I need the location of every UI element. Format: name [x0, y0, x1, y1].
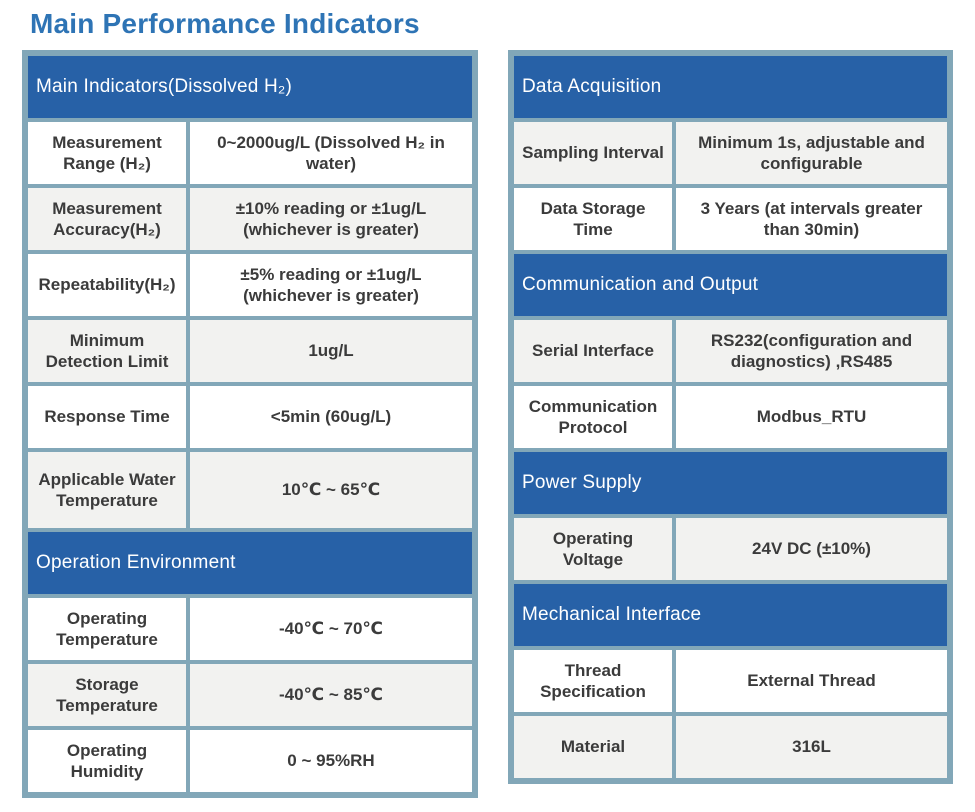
spec-label: Operating Voltage [514, 518, 672, 580]
spec-label: Measurement Accuracy(H₂) [28, 188, 186, 250]
spec-value: 10℃ ~ 65℃ [190, 452, 472, 528]
spec-label: Minimum Detection Limit [28, 320, 186, 382]
spec-value: 0~2000ug/L (Dissolved H₂ in water) [190, 122, 472, 184]
spec-value: 316L [676, 716, 947, 778]
spec-label: Serial Interface [514, 320, 672, 382]
spec-value: Minimum 1s, adjustable and configurable [676, 122, 947, 184]
spec-label: Material [514, 716, 672, 778]
row-operating-voltage: Operating Voltage 24V DC (±10%) [514, 518, 947, 580]
spec-label: Measurement Range (H₂) [28, 122, 186, 184]
spec-label: Thread Specification [514, 650, 672, 712]
spec-value: <5min (60ug/L) [190, 386, 472, 448]
row-operating-temperature: Operating Temperature -40℃ ~ 70℃ [28, 598, 472, 660]
spec-label: Sampling Interval [514, 122, 672, 184]
spec-tables-container: Main Indicators(Dissolved H₂) Measuremen… [22, 50, 975, 798]
page-title: Main Performance Indicators [30, 8, 420, 39]
row-data-storage-time: Data Storage Time 3 Years (at intervals … [514, 188, 947, 250]
spec-value: -40℃ ~ 70℃ [190, 598, 472, 660]
row-measurement-accuracy: Measurement Accuracy(H₂) ±10% reading or… [28, 188, 472, 250]
section-header-mechanical-interface: Mechanical Interface [514, 584, 947, 646]
spec-label: Operating Temperature [28, 598, 186, 660]
row-thread-specification: Thread Specification External Thread [514, 650, 947, 712]
spec-value: 0 ~ 95%RH [190, 730, 472, 792]
spec-label: Operating Humidity [28, 730, 186, 792]
row-repeatability: Repeatability(H₂) ±5% reading or ±1ug/L … [28, 254, 472, 316]
spec-value: ±5% reading or ±1ug/L (whichever is grea… [190, 254, 472, 316]
row-measurement-range: Measurement Range (H₂) 0~2000ug/L (Disso… [28, 122, 472, 184]
spec-label: Response Time [28, 386, 186, 448]
spec-label: Applicable Water Temperature [28, 452, 186, 528]
section-header-operation-environment: Operation Environment [28, 532, 472, 594]
spec-value: 3 Years (at intervals greater than 30min… [676, 188, 947, 250]
row-material: Material 316L [514, 716, 947, 778]
row-storage-temperature: Storage Temperature -40℃ ~ 85℃ [28, 664, 472, 726]
spec-value: RS232(configuration and diagnostics) ,RS… [676, 320, 947, 382]
spec-value: -40℃ ~ 85℃ [190, 664, 472, 726]
spec-table-main-indicators: Main Indicators(Dissolved H₂) Measuremen… [22, 50, 478, 798]
spec-label: Data Storage Time [514, 188, 672, 250]
spec-table-system: Data Acquisition Sampling Interval Minim… [508, 50, 953, 784]
row-response-time: Response Time <5min (60ug/L) [28, 386, 472, 448]
section-header-data-acquisition: Data Acquisition [514, 56, 947, 118]
row-communication-protocol: Communication Protocol Modbus_RTU [514, 386, 947, 448]
section-header-main-indicators: Main Indicators(Dissolved H₂) [28, 56, 472, 118]
row-minimum-detection-limit: Minimum Detection Limit 1ug/L [28, 320, 472, 382]
spec-label: Storage Temperature [28, 664, 186, 726]
spec-value: 1ug/L [190, 320, 472, 382]
section-header-power-supply: Power Supply [514, 452, 947, 514]
row-applicable-water-temperature: Applicable Water Temperature 10℃ ~ 65℃ [28, 452, 472, 528]
row-operating-humidity: Operating Humidity 0 ~ 95%RH [28, 730, 472, 792]
spec-label: Communication Protocol [514, 386, 672, 448]
section-header-communication-and-output: Communication and Output [514, 254, 947, 316]
spec-value: External Thread [676, 650, 947, 712]
row-sampling-interval: Sampling Interval Minimum 1s, adjustable… [514, 122, 947, 184]
spec-value: 24V DC (±10%) [676, 518, 947, 580]
spec-value: ±10% reading or ±1ug/L (whichever is gre… [190, 188, 472, 250]
spec-label: Repeatability(H₂) [28, 254, 186, 316]
spec-value: Modbus_RTU [676, 386, 947, 448]
row-serial-interface: Serial Interface RS232(configuration and… [514, 320, 947, 382]
